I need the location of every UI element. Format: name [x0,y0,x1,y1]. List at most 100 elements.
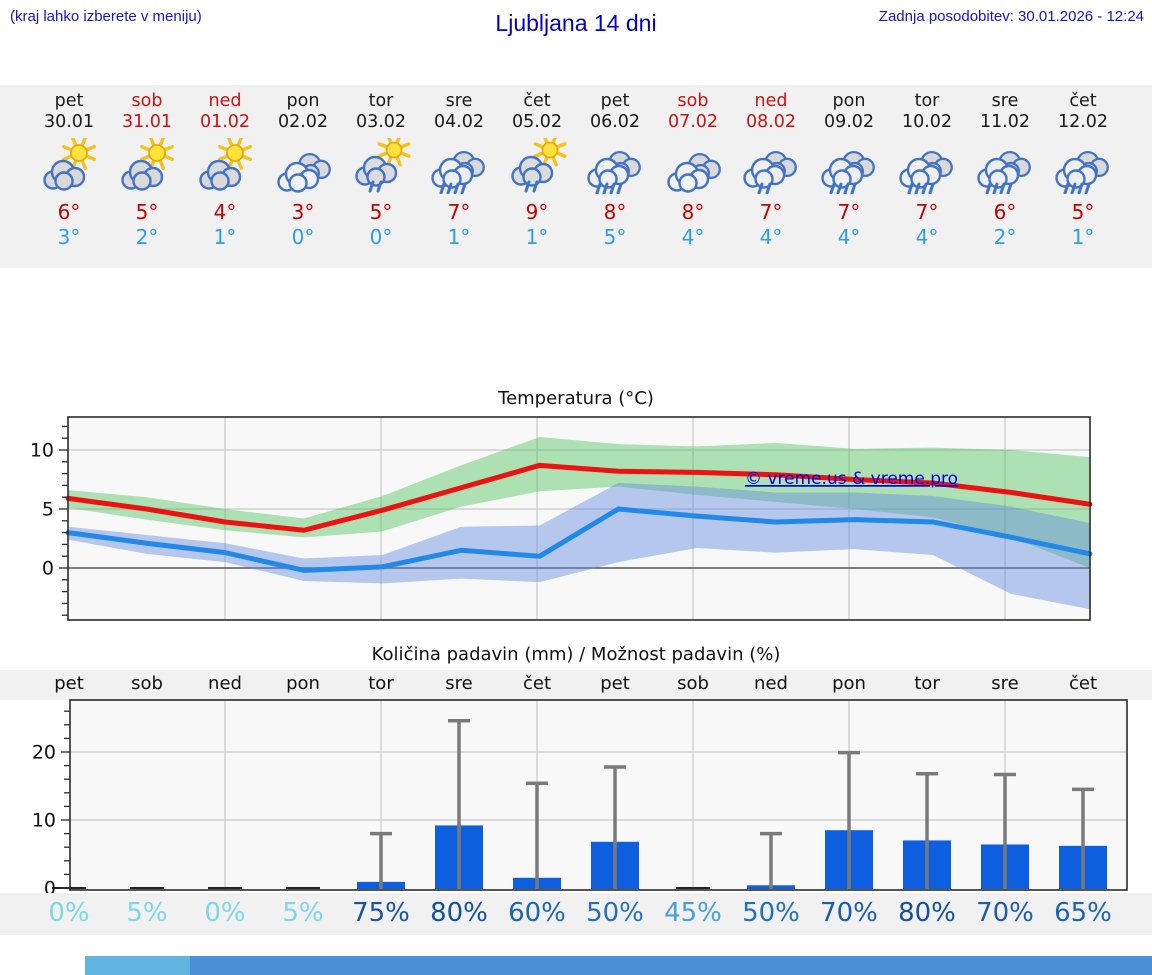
precip-day-label: sre [445,673,473,694]
forecast-day-column: tor 03.02 5° 0° [342,91,420,268]
temp-y-tick-label: 5 [42,499,54,521]
day-name: pon [286,91,320,111]
low-temperature: 3° [57,225,81,249]
high-temperature: 6° [57,200,81,224]
day-name: tor [368,91,394,111]
weather-icon-sun-cloud-rain [342,133,420,198]
day-date: 08.02 [745,112,797,132]
weather-icon-cloud-rain [420,138,498,198]
high-temperature: 7° [915,200,939,224]
precip-zero-mark [130,887,164,889]
menu-hint-link[interactable]: (kraj lahko izberete v meniju) [10,8,202,25]
high-temperature: 3° [291,200,315,224]
forecast-day-column: ned 01.02 4° 1° [186,91,264,268]
precip-probability-label: 60% [508,898,566,928]
forecast-day-column: sre 04.02 7° 1° [420,91,498,268]
precip-day-label: sre [991,673,1019,694]
high-temperature: 5° [135,200,159,224]
precip-y-tick-label: 20 [32,742,56,764]
watermark-link[interactable]: © vreme.us & vreme.pro [745,469,958,489]
low-temperature: 1° [525,225,549,249]
weather-icon-cloudy [654,138,732,198]
weather-icon-cloud-rain [810,138,888,198]
weather-icon-cloud-rain [966,138,1044,198]
low-temperature: 1° [447,225,471,249]
day-date: 07.02 [667,112,719,132]
precip-probability-label: 70% [976,898,1034,928]
temp-y-tick-label: 0 [42,558,54,580]
sun-cloud-icon [121,136,174,191]
cloud-rain-icon [587,151,641,195]
high-temperature: 8° [681,200,705,224]
precip-probability-label: 45% [664,898,722,928]
forecast-day-column: pet 06.02 8° 5° [576,91,654,268]
precip-day-label: tor [914,673,940,694]
precip-day-label: tor [368,673,394,694]
low-temperature: 4° [915,225,939,249]
day-name: pon [832,91,866,111]
temperature-chart-title: Temperatura (°C) [498,388,654,409]
day-name: pet [54,91,84,111]
precip-day-label: ned [754,673,788,694]
sun-cloud-icon [199,136,252,191]
precip-day-label: pet [54,673,84,694]
day-date: 04.02 [433,112,485,132]
low-temperature: 4° [681,225,705,249]
high-temperature: 7° [837,200,861,224]
precip-day-label: pet [600,673,630,694]
cloud-rain-icon [899,151,953,195]
forecast-day-column: tor 10.02 7° 4° [888,91,966,268]
precip-day-label: ned [208,673,242,694]
low-temperature: 1° [1071,225,1095,249]
precip-probability-label: 0% [48,898,90,928]
low-temperature: 0° [369,225,393,249]
page-title: Ljubljana 14 dni [495,10,657,36]
forecast-day-column: sre 11.02 6° 2° [966,91,1044,268]
precip-probability-label: 65% [1054,898,1112,928]
day-date: 03.02 [355,112,407,132]
precip-day-labels-row: pet sob ned pon tor sre čet pet sob ned pon tor sre č… [0,670,1152,700]
low-temperature: 2° [993,225,1017,249]
precip-probability-label: 80% [898,898,956,928]
weather-icon-cloud-rain [576,138,654,198]
precip-probability-row: 0% 5% 0% 5% 75% 80% 60% 50% 45% 50% 70% 80% 70% 65% [0,893,1152,935]
precip-probability-label: 50% [742,898,800,928]
forecast-day-column: pon 09.02 7° 4° [810,91,888,268]
forecast-day-column: čet 12.02 5° 1° [1044,91,1122,268]
min-temperature-line [65,506,1093,573]
min-temperature-range [68,483,1090,610]
high-temperature: 5° [1071,200,1095,224]
low-temperature: 4° [837,225,861,249]
day-name: pet [600,91,630,111]
precip-probability-label: 75% [352,898,410,928]
weather-icon-sun-cloud [186,136,264,198]
cloud-rain-icon [977,151,1031,195]
precip-zero-mark [208,887,242,889]
forecast-day-column: sob 31.01 5° 2° [108,91,186,268]
day-date: 01.02 [199,112,251,132]
high-temperature: 8° [603,200,627,224]
day-date: 31.01 [121,112,173,132]
precip-probability-label: 0% [204,898,246,928]
cloud-drizzle-icon [743,151,797,195]
day-name: ned [754,91,788,111]
forecast-day-column: pon 02.02 3° 0° [264,91,342,268]
sun-cloud-icon [43,136,96,191]
low-temperature: 1° [213,225,237,249]
day-date: 30.01 [43,112,95,132]
forecast-day-column: sob 07.02 8° 4° [654,91,732,268]
precip-probability-label: 70% [820,898,878,928]
day-date: 12.02 [1057,112,1109,132]
precip-day-label: pon [286,673,320,694]
precip-day-label: sob [131,673,163,694]
footer-bar-light-segment [85,956,190,975]
precip-day-label: pon [832,673,866,694]
forecast-day-column: pet 30.01 6° 3° [30,91,108,268]
low-temperature: 5° [603,225,627,249]
day-name: čet [1069,91,1097,111]
sun-cloud-rain-icon [355,133,411,193]
precip-probability-label: 5% [126,898,168,928]
precip-day-label: čet [522,673,552,694]
day-name: čet [523,91,551,111]
